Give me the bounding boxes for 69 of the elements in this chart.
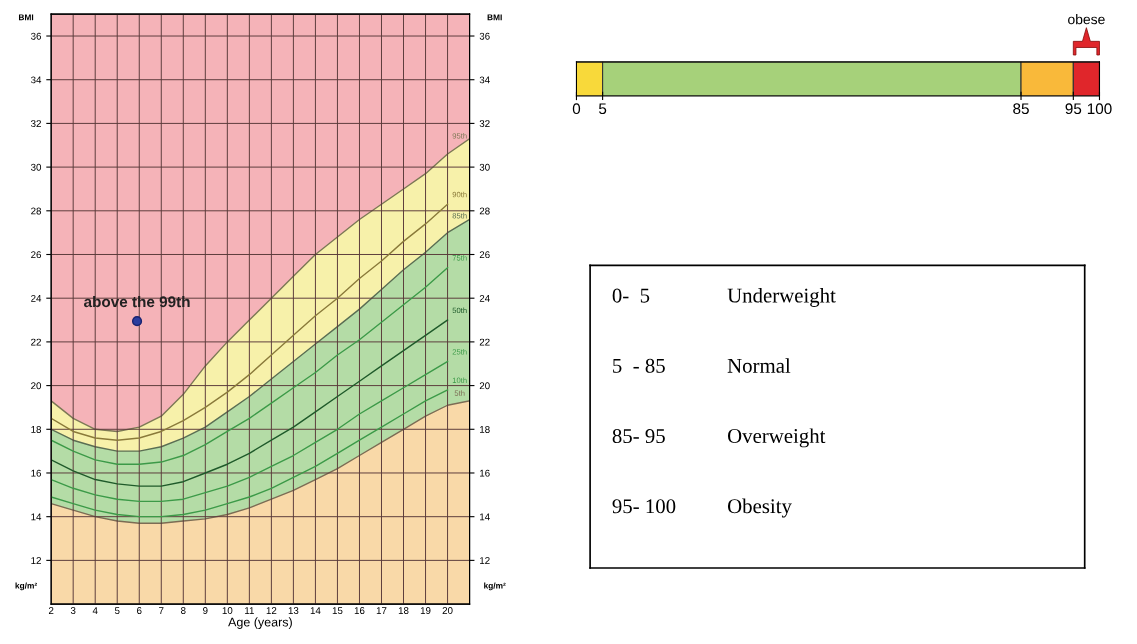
y2-tick-label: 32 [479, 120, 490, 128]
y-tick-label: 24 [31, 294, 42, 302]
x-tick-label: 3 [70, 607, 76, 614]
y2-tick-label: 16 [480, 469, 490, 477]
y2-axis-title: BMI [487, 14, 502, 21]
x-tick-label: 8 [181, 607, 186, 614]
y-tick-label: 12 [31, 557, 41, 564]
x-tick-label: 19 [420, 607, 431, 614]
y2-tick-label: 20 [479, 382, 490, 390]
x-axis-title: Age (years) [228, 617, 292, 629]
text: Obesity [727, 498, 792, 518]
text: 0- 5 [612, 288, 650, 303]
line-series [51, 203, 449, 441]
y2-tick-label: 28 [479, 207, 490, 215]
text: 5 - 85 [613, 358, 665, 373]
y2-tick-label: 30 [479, 163, 490, 171]
y2-tick-label: 26 [479, 251, 490, 259]
x-tick-label: 9 [203, 607, 208, 614]
x-tick-label: 20 [442, 607, 453, 614]
x-tick-label: 0 [572, 103, 581, 115]
x-tick-label: 6 [137, 607, 142, 614]
x-tick-label: 14 [310, 607, 321, 614]
text: 95- 100 [612, 499, 676, 514]
y-tick-label: 18 [31, 426, 42, 433]
text: Overweight [727, 428, 826, 448]
text: Normal [727, 358, 791, 373]
x-tick-label: 100 [1087, 103, 1112, 115]
x-tick-label: 16 [354, 607, 365, 614]
x-tick-label: 12 [266, 607, 277, 614]
y-tick-label: 22 [31, 338, 41, 346]
y-tick-label: 36 [31, 32, 42, 40]
line-series [51, 360, 449, 503]
x-tick-label: 13 [288, 607, 299, 614]
x-tick-label: 4 [92, 607, 98, 614]
y2-tick-label: 12 [480, 557, 490, 564]
y2-tick-label: 36 [479, 32, 490, 40]
line-series [51, 389, 449, 518]
y-tick-label: 32 [31, 120, 41, 128]
y-tick-label: 16 [31, 469, 42, 477]
y-tick-label: 34 [31, 76, 42, 84]
x-tick-label: 5 [598, 103, 607, 115]
x-tick-label: 7 [159, 607, 164, 614]
x-tick-label: 5 [114, 607, 120, 614]
x-tick-label: 10 [222, 607, 233, 614]
x-tick-label: 85 [1013, 103, 1029, 115]
y2-tick-label: 22 [479, 338, 490, 346]
line-series [51, 266, 449, 465]
x-tick-label: 15 [332, 607, 343, 614]
x-tick-label: 2 [48, 607, 54, 614]
text: 85- 95 [612, 429, 665, 444]
text: kg/m² [484, 582, 506, 591]
y2-tick-label: 14 [480, 513, 490, 521]
y-tick-label: 20 [31, 382, 42, 390]
x-tick-label: 95 [1065, 103, 1082, 115]
text: kg/m² [15, 582, 37, 591]
x-tick-label: 11 [245, 607, 254, 614]
y2-tick-label: 24 [479, 294, 490, 302]
y-tick-label: 26 [31, 251, 42, 259]
y-tick-label: 30 [31, 163, 42, 171]
y2-tick-label: 18 [480, 426, 490, 433]
y-tick-label: 14 [31, 513, 42, 521]
line-series [51, 319, 449, 487]
x-tick-label: 17 [376, 607, 387, 614]
text: obese [1068, 14, 1105, 25]
text: Underweight [727, 287, 836, 307]
y-tick-label: 28 [31, 207, 42, 215]
y-axis-title: BMI [18, 14, 34, 21]
x-tick-label: 18 [398, 607, 409, 614]
y2-tick-label: 34 [479, 76, 490, 84]
